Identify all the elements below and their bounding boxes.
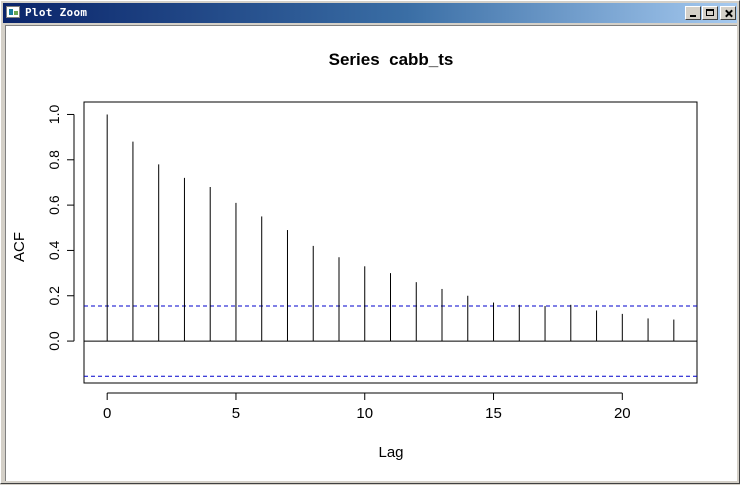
app-icon bbox=[6, 6, 20, 18]
x-tick-label-20: 20 bbox=[614, 405, 631, 422]
chart-title: Series cabb_ts bbox=[329, 50, 454, 69]
window-title: Plot Zoom bbox=[25, 6, 88, 19]
plot-area: Series cabb_ts Lag ACF 0 5 10 15 20 0.0 0.2 0.4… bbox=[5, 25, 737, 481]
x-tick-label-10: 10 bbox=[356, 405, 373, 422]
title-bar[interactable]: Plot Zoom bbox=[3, 3, 737, 23]
x-tick-label-15: 15 bbox=[485, 405, 502, 422]
maximize-button[interactable] bbox=[702, 6, 718, 20]
x-tick-label-0: 0 bbox=[103, 405, 111, 422]
y-tick-label-0.6: 0.6 bbox=[46, 195, 62, 215]
acf-chart: Series cabb_ts Lag ACF 0 5 10 15 20 0.0 0.2 0.4… bbox=[11, 50, 698, 461]
y-tick-label-0.4: 0.4 bbox=[46, 240, 62, 260]
x-tick-label-5: 5 bbox=[232, 405, 240, 422]
x-axis-label: Lag bbox=[378, 444, 403, 461]
close-button[interactable] bbox=[720, 6, 736, 20]
y-tick-label-1.0: 1.0 bbox=[46, 105, 62, 125]
y-tick-label-0.0: 0.0 bbox=[46, 331, 62, 351]
y-tick-label-0.2: 0.2 bbox=[46, 286, 62, 306]
y-tick-label-0.8: 0.8 bbox=[46, 150, 62, 170]
y-axis-label: ACF bbox=[11, 232, 28, 262]
plot-box bbox=[83, 101, 698, 384]
minimize-button[interactable] bbox=[685, 6, 701, 20]
